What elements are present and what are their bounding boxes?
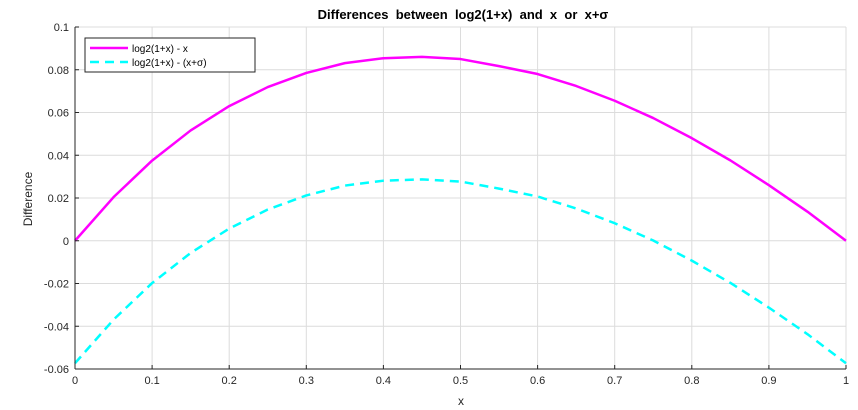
- series-line-2: [74, 178, 847, 365]
- chart-title: Differences between log2(1+x) and x or x…: [318, 7, 609, 22]
- x-tick-label: 0.1: [144, 375, 159, 387]
- x-tick-label: 1: [843, 375, 849, 387]
- x-tick-label: 0.4: [376, 375, 391, 387]
- y-tick-label: 0.06: [48, 108, 69, 120]
- y-tick-label: 0.08: [48, 65, 69, 77]
- y-tick-label: -0.04: [44, 321, 69, 333]
- y-tick-label: -0.06: [44, 364, 69, 376]
- x-axis-label: x: [458, 394, 464, 408]
- x-tick-label: 0.8: [684, 375, 699, 387]
- series-layer: [74, 55, 847, 365]
- y-tick-label: 0.04: [48, 150, 69, 162]
- legend: log2(1+x) - x log2(1+x) - (x+σ): [84, 37, 256, 73]
- y-tick-label: 0: [63, 236, 69, 248]
- y-tick-label: 0.02: [48, 193, 69, 205]
- x-tick-label: 0.3: [299, 375, 314, 387]
- x-tick-label: 0.5: [453, 375, 468, 387]
- grid: [74, 26, 847, 370]
- y-tick-label: -0.02: [44, 279, 69, 291]
- legend-label-1: log2(1+x) - x: [132, 44, 188, 55]
- y-tick-label: 0.1: [54, 22, 69, 34]
- y-axis-label: Difference: [21, 171, 35, 226]
- x-tick-label: 0.7: [607, 375, 622, 387]
- x-tick-label: 0: [72, 375, 78, 387]
- x-tick-label: 0.6: [530, 375, 545, 387]
- x-tick-label: 0.9: [761, 375, 776, 387]
- tick-labels: 0 0.1 0.2 0.3 0.4 0.5 0.6 0.7 0.8 0.9 1 -0.06 -0.04 -…: [44, 22, 849, 387]
- series-line-1: [74, 55, 847, 242]
- axes: [74, 26, 847, 370]
- legend-label-2: log2(1+x) - (x+σ): [132, 58, 207, 69]
- x-tick-label: 0.2: [222, 375, 237, 387]
- legend-box: [84, 37, 256, 73]
